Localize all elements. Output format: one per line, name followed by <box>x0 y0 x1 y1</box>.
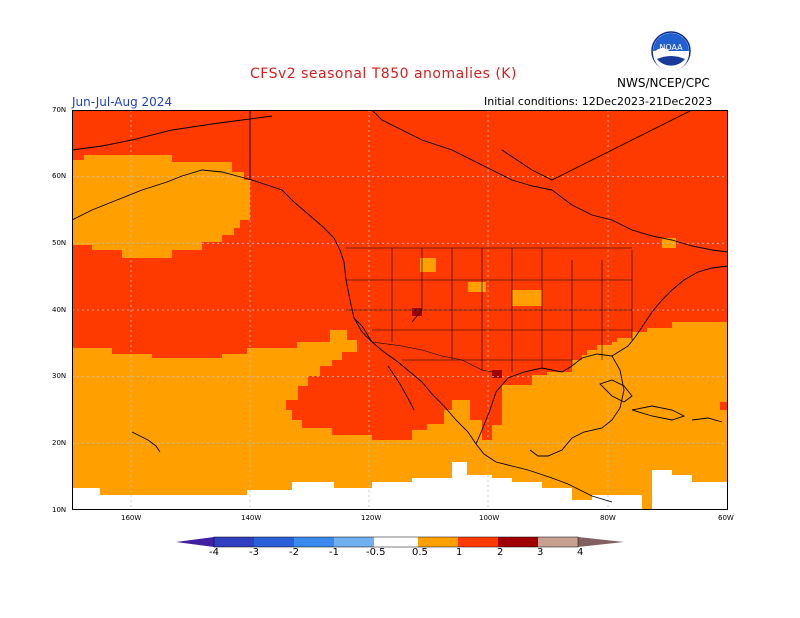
colorbar-swatch-3-2 <box>254 537 294 547</box>
political-borders <box>346 247 633 373</box>
agency-label: NWS/NCEP/CPC <box>617 76 710 90</box>
colorbar-label-m05: -0.5 <box>366 547 386 558</box>
initial-conditions: Initial conditions: 12Dec2023-21Dec2023 <box>484 95 713 108</box>
lat-label-50n: 50N <box>52 239 67 247</box>
forecast-period: Jun-Jul-Aug 2024 <box>72 95 173 109</box>
colorbar-label-p3: 3 <box>537 547 544 558</box>
colorbar-swatch-2-3 <box>498 537 538 547</box>
lat-label-70n: 70N <box>52 106 67 114</box>
colorbar-swatch-1-05 <box>334 537 374 547</box>
colorbar-swatch-neutral <box>374 537 418 547</box>
anomaly-region-05-1k-pacific-north <box>72 155 250 258</box>
anomaly-patch-2-3k-a <box>412 308 422 316</box>
anomaly-region-neutral-caribbean <box>652 470 728 510</box>
colorbar-swatch-3-4 <box>538 537 578 547</box>
lat-label-20n: 20N <box>52 439 67 447</box>
lon-label-140w: 140W <box>241 514 262 522</box>
lon-label-100w: 100W <box>479 514 500 522</box>
noaa-logo-text: NOAA <box>659 43 683 52</box>
lat-label-40n: 40N <box>52 306 67 314</box>
colorbar-label-p1: 1 <box>456 547 463 558</box>
lon-label-160w: 160W <box>121 514 142 522</box>
anomaly-patch-2-3k-b <box>492 370 502 378</box>
colorbar-swatch-lt-4 <box>176 537 214 547</box>
colorbar-label-p2: 2 <box>497 547 504 558</box>
colorbar-swatch-4-3 <box>214 537 254 547</box>
colorbar-label-p4: 4 <box>577 547 584 558</box>
colorbar <box>176 536 624 548</box>
anomaly-region-05-1k-southeast <box>572 332 728 390</box>
lon-label-120w: 120W <box>361 514 382 522</box>
colorbar-label-p05: 0.5 <box>412 547 428 558</box>
anomaly-patch-plains-1 <box>420 258 436 272</box>
colorbar-swatch-gt-4 <box>578 537 624 547</box>
anomaly-region-05-1k-pacific-south <box>72 322 728 510</box>
map-frame <box>72 110 728 510</box>
lon-label-80w: 80W <box>600 514 616 522</box>
colorbar-swatch-2-1 <box>294 537 334 547</box>
anomaly-patch-great-lakes <box>662 238 676 248</box>
anomaly-region-neutral-sw <box>72 462 642 510</box>
anomaly-patch-plains-3 <box>512 290 542 306</box>
lat-label-30n: 30N <box>52 372 67 380</box>
colorbar-label-m2: -2 <box>289 547 299 558</box>
colorbar-label-m3: -3 <box>249 547 259 558</box>
noaa-logo-icon: NOAA <box>651 31 691 71</box>
lon-label-60w: 60W <box>718 514 734 522</box>
coastlines <box>72 110 728 503</box>
anomaly-map <box>72 110 728 510</box>
map-title: CFSv2 seasonal T850 anomalies (K) <box>250 66 517 82</box>
colorbar-label-m1: -1 <box>329 547 339 558</box>
colorbar-swatch-05-1 <box>418 537 458 547</box>
anomaly-patch-plains-2 <box>468 282 486 292</box>
lat-label-60n: 60N <box>52 172 67 180</box>
colorbar-swatch-1-2 <box>458 537 498 547</box>
colorbar-label-m4: -4 <box>209 547 219 558</box>
lat-label-10n: 10N <box>52 506 67 514</box>
